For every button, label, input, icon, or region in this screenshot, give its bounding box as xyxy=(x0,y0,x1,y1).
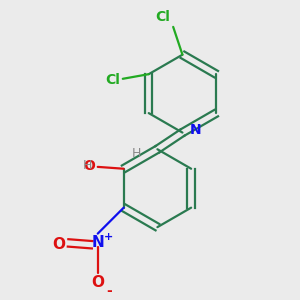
Text: H: H xyxy=(131,147,141,161)
Text: O: O xyxy=(91,275,104,290)
Text: N: N xyxy=(190,123,202,137)
Text: Cl: Cl xyxy=(155,10,170,24)
Text: -: - xyxy=(106,284,112,298)
Text: N: N xyxy=(92,236,104,250)
Text: Cl: Cl xyxy=(105,73,120,87)
Text: H: H xyxy=(83,160,92,172)
Text: O: O xyxy=(52,237,65,252)
Text: O: O xyxy=(83,159,95,173)
Text: +: + xyxy=(104,232,113,242)
